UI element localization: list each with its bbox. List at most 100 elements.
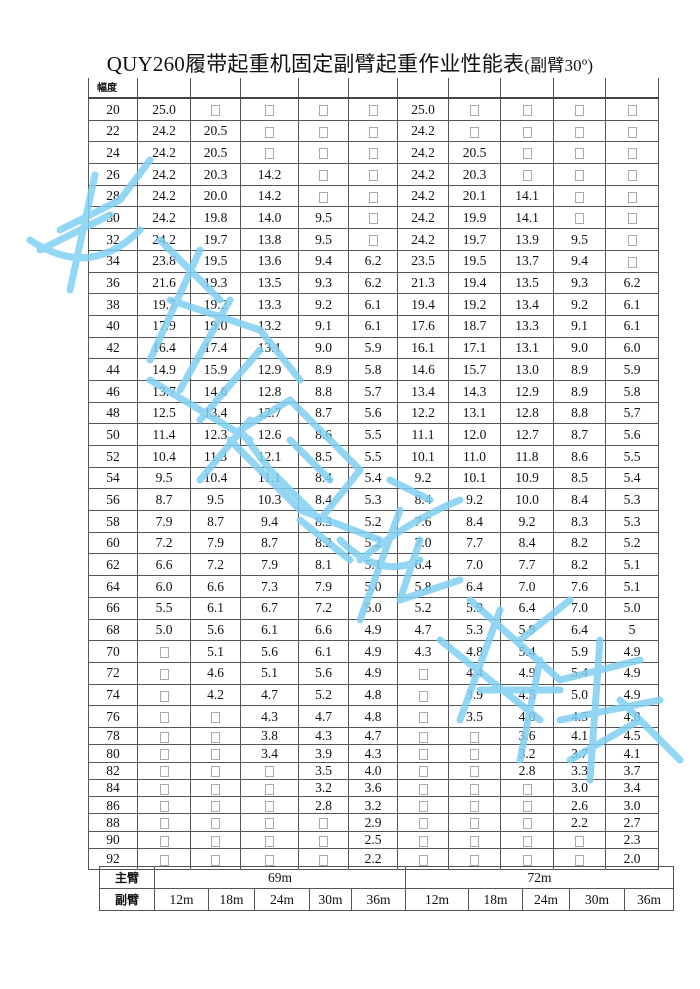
capacity-cell: 2.8 <box>298 796 349 815</box>
empty-cell <box>190 761 241 780</box>
capacity-cell: 9.2 <box>500 510 554 533</box>
capacity-cell: 10.4 <box>137 445 191 468</box>
capacity-cell: 20.1 <box>448 184 501 208</box>
capacity-cell: 5.8 <box>397 575 449 598</box>
capacity-cell: 12.9 <box>240 358 299 381</box>
empty-box-icon <box>575 191 584 203</box>
capacity-cell: 6.0 <box>605 336 659 360</box>
capacity-cell: 12.0 <box>448 423 501 446</box>
capacity-cell: 4.6 <box>190 661 241 685</box>
empty-box-icon <box>211 105 220 116</box>
radius-cell: 42 <box>88 336 138 360</box>
radius-cell: 52 <box>88 445 138 468</box>
capacity-cell: 8.1 <box>298 553 349 577</box>
capacity-cell: 15.7 <box>448 358 501 381</box>
capacity-cell: 24.2 <box>137 119 191 143</box>
empty-cell <box>397 661 449 685</box>
empty-cell <box>137 640 191 663</box>
jib-label: 副臂 <box>99 888 155 911</box>
capacity-cell: 8.7 <box>240 531 299 555</box>
empty-box-icon <box>575 854 584 866</box>
capacity-cell: 6.4 <box>553 618 606 642</box>
capacity-cell: 5.4 <box>500 640 554 663</box>
capacity-cell: 6.7 <box>240 596 299 620</box>
empty-box-icon <box>627 256 637 268</box>
capacity-cell: 7.2 <box>137 531 191 555</box>
empty-cell <box>605 141 659 165</box>
capacity-cell: 5.6 <box>298 661 349 685</box>
capacity-cell: 15.9 <box>190 358 241 381</box>
capacity-cell: 20.5 <box>190 141 241 165</box>
empty-cell <box>298 97 349 121</box>
capacity-cell: 5.9 <box>448 596 501 620</box>
title-suffix: (副臂30º) <box>524 56 594 75</box>
capacity-cell: 13.3 <box>500 314 554 338</box>
capacity-cell: 3.3 <box>553 761 606 780</box>
empty-box-icon <box>522 105 532 116</box>
empty-box-icon <box>319 126 328 138</box>
capacity-cell: 5.3 <box>448 618 501 642</box>
empty-cell <box>500 119 554 143</box>
empty-box-icon <box>575 148 584 160</box>
capacity-cell: 12.2 <box>397 401 449 425</box>
empty-cell <box>240 97 299 121</box>
capacity-cell: 6.2 <box>605 271 659 295</box>
capacity-cell: 4.3 <box>397 640 449 663</box>
empty-cell <box>605 97 659 121</box>
header-cell <box>240 78 299 99</box>
capacity-cell: 14.9 <box>137 358 191 381</box>
table-row: 72 4.6 5.1 5.6 4.9 4.4 4.9 5.4 4.9 <box>88 661 659 685</box>
table-row: 42 16.4 17.4 13.1 9.0 5.9 16.1 17.1 13.1 9.0 6.0 <box>88 336 659 360</box>
empty-box-icon <box>368 213 378 225</box>
header-cell <box>448 78 501 99</box>
table-row: 32 24.2 19.7 13.8 9.5 24.2 19.7 13.9 9.5 <box>88 228 659 251</box>
capacity-cell: 21.3 <box>397 271 449 295</box>
empty-box-icon <box>319 818 328 830</box>
jib-length: 30m <box>309 888 352 911</box>
empty-box-icon <box>211 783 220 795</box>
capacity-cell: 18.7 <box>448 314 501 338</box>
capacity-cell: 6.4 <box>397 553 449 577</box>
empty-cell <box>348 228 398 251</box>
radius-cell: 72 <box>88 661 138 685</box>
empty-cell <box>298 830 349 850</box>
empty-box-icon <box>211 800 220 812</box>
capacity-cell: 6.2 <box>348 249 398 273</box>
empty-cell <box>348 163 398 186</box>
empty-cell <box>348 206 398 230</box>
empty-box-icon <box>265 766 274 778</box>
empty-box-icon <box>211 712 220 724</box>
empty-box-icon <box>470 854 479 866</box>
capacity-cell: 23.5 <box>397 249 449 273</box>
capacity-cell: 5.0 <box>605 596 659 620</box>
table-row: 82 3.5 4.0 2.8 3.3 3.7 <box>88 761 659 780</box>
capacity-cell: 2.9 <box>348 813 398 832</box>
load-chart-table: 幅度 20 25.0 25.0 22 24.2 20.5 24.2 24 24.2 20.5 24.… <box>88 78 659 871</box>
capacity-cell: 5.5 <box>137 596 191 620</box>
capacity-cell: 14.6 <box>397 358 449 381</box>
radius-cell: 70 <box>88 640 138 663</box>
empty-box-icon <box>575 170 584 182</box>
capacity-cell: 6.1 <box>190 596 241 620</box>
empty-cell <box>500 796 554 815</box>
capacity-cell: 13.6 <box>240 249 299 273</box>
table-row: 62 6.6 7.2 7.9 8.1 5.1 6.4 7.0 7.7 8.2 5.1 <box>88 553 659 577</box>
capacity-cell: 4.8 <box>348 705 398 728</box>
capacity-cell: 9.2 <box>448 488 501 512</box>
radius-cell: 38 <box>88 293 138 316</box>
capacity-cell: 10.9 <box>500 466 554 490</box>
capacity-cell: 19.3 <box>190 271 241 295</box>
capacity-cell: 7.7 <box>448 531 501 555</box>
capacity-cell: 3.6 <box>348 778 398 798</box>
capacity-cell: 5.6 <box>348 401 398 425</box>
table-row: 38 19.7 19.2 13.3 9.2 6.1 19.4 19.2 13.4 9.2 6.1 <box>88 293 659 316</box>
empty-cell <box>448 761 501 780</box>
capacity-cell: 2.8 <box>500 761 554 780</box>
capacity-cell: 16.1 <box>397 336 449 360</box>
capacity-cell: 8.4 <box>553 488 606 512</box>
capacity-cell: 7.9 <box>137 510 191 533</box>
capacity-cell: 3.2 <box>348 796 398 815</box>
capacity-cell: 3.2 <box>298 778 349 798</box>
radius-cell: 78 <box>88 726 138 746</box>
capacity-cell: 12.7 <box>240 401 299 425</box>
